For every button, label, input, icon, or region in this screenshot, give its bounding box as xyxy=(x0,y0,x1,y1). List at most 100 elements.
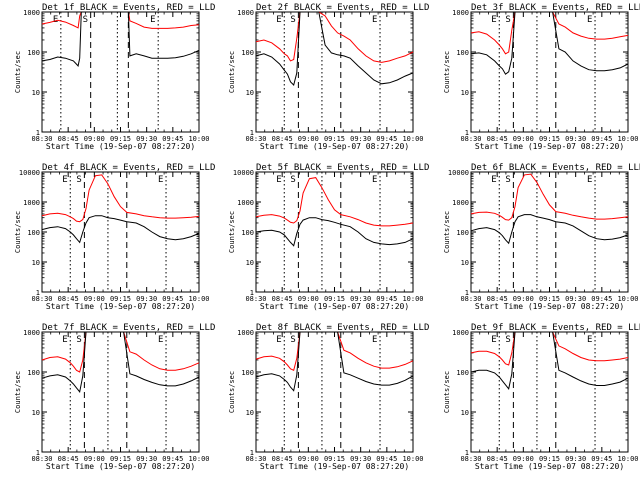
event-marker-label: E xyxy=(158,335,163,345)
event-marker-label: E xyxy=(276,335,281,345)
event-marker-label: E xyxy=(491,335,496,345)
y-axis-label: Counts/sec xyxy=(228,211,236,253)
x-tick-label: 08:30 xyxy=(460,455,481,463)
y-tick-label: 1000 xyxy=(452,329,469,337)
chart-title: Det 1f BLACK = Events, RED = LLD xyxy=(42,3,215,13)
y-axis-label: Counts/sec xyxy=(443,371,451,413)
y-tick-label: 10 xyxy=(461,259,469,267)
y-tick-label: 1000 xyxy=(452,9,469,17)
chart-panel-3: Det 3f BLACK = Events, RED = LLD 1 10 100 10… xyxy=(443,3,640,151)
y-tick-label: 100 xyxy=(27,229,40,237)
chart-title: Det 5f BLACK = Events, RED = LLD xyxy=(256,163,429,173)
chart-title: Det 6f BLACK = Events, RED = LLD xyxy=(471,163,640,173)
series-line-events xyxy=(255,331,414,392)
x-tick-label: 09:30 xyxy=(565,295,586,303)
x-tick-label: 08:45 xyxy=(487,135,508,143)
series-line-events xyxy=(41,215,200,244)
event-marker-label: E xyxy=(53,15,58,25)
chart-title: Det 3f BLACK = Events, RED = LLD xyxy=(471,3,640,13)
event-marker-label: E xyxy=(587,15,592,25)
x-tick-label: 09:30 xyxy=(565,135,586,143)
x-tick-label: 08:45 xyxy=(58,295,79,303)
x-tick-label: 09:45 xyxy=(376,455,397,463)
y-tick-label: 10 xyxy=(461,409,469,417)
x-tick-label: 08:30 xyxy=(460,295,481,303)
x-tick-label: 08:45 xyxy=(58,135,79,143)
x-tick-label: 09:30 xyxy=(350,295,371,303)
chart-panel-6: Det 6f BLACK = Events, RED = LLD 1 10 100 10… xyxy=(443,163,640,311)
series-line-events xyxy=(41,11,200,67)
x-tick-label: 09:30 xyxy=(565,455,586,463)
y-tick-label: 100 xyxy=(456,369,469,377)
plot-frame xyxy=(470,331,629,453)
chart-title: Det 4f BLACK = Events, RED = LLD xyxy=(42,163,215,173)
x-axis-label: Start Time (19-Sep-07 08:27:20) xyxy=(475,462,624,471)
x-tick-label: 08:45 xyxy=(272,135,293,143)
x-tick-label: 09:30 xyxy=(136,135,157,143)
y-tick-label: 100 xyxy=(241,369,254,377)
x-axis-label: Start Time (19-Sep-07 08:27:20) xyxy=(46,302,195,311)
x-tick-label: 09:15 xyxy=(110,295,131,303)
event-marker-label: S xyxy=(83,15,88,25)
x-tick-label: 09:15 xyxy=(110,135,131,143)
event-marker-label: S xyxy=(290,175,295,185)
event-marker-label: S xyxy=(505,175,510,185)
event-marker-label: E xyxy=(491,175,496,185)
y-tick-label: 10000 xyxy=(233,169,254,177)
x-tick-label: 09:15 xyxy=(539,455,560,463)
y-axis-label: Counts/sec xyxy=(14,211,22,253)
event-marker-label: E xyxy=(587,335,592,345)
x-tick-label: 09:30 xyxy=(136,455,157,463)
x-tick-label: 09:45 xyxy=(591,135,612,143)
series-line-lld xyxy=(41,174,200,223)
x-tick-label: 08:45 xyxy=(58,455,79,463)
event-marker-label: E xyxy=(276,175,281,185)
x-axis-label: Start Time (19-Sep-07 08:27:20) xyxy=(260,302,409,311)
y-tick-label: 1000 xyxy=(23,9,40,17)
x-tick-label: 09:00 xyxy=(513,295,534,303)
event-marker-label: E xyxy=(150,15,155,25)
y-axis-label: Counts/sec xyxy=(228,51,236,93)
x-tick-label: 08:30 xyxy=(31,455,52,463)
y-tick-label: 1 xyxy=(36,449,40,457)
x-tick-label: 09:00 xyxy=(84,135,105,143)
series-line-events xyxy=(470,11,629,75)
y-tick-label: 100 xyxy=(27,369,40,377)
y-tick-label: 10 xyxy=(32,409,40,417)
event-marker-label: E xyxy=(491,15,496,25)
event-marker-label: S xyxy=(290,15,295,25)
event-marker-label: E xyxy=(587,175,592,185)
y-tick-label: 1 xyxy=(36,289,40,297)
event-marker-label: E xyxy=(372,15,377,25)
x-tick-label: 09:30 xyxy=(350,135,371,143)
x-tick-label: 10:00 xyxy=(617,135,638,143)
x-tick-label: 08:45 xyxy=(272,295,293,303)
y-tick-label: 1000 xyxy=(237,9,254,17)
series-line-events xyxy=(470,214,629,245)
y-axis-label: Counts/sec xyxy=(14,371,22,413)
x-tick-label: 09:15 xyxy=(324,455,345,463)
x-tick-label: 09:45 xyxy=(591,295,612,303)
x-axis-label: Start Time (19-Sep-07 08:27:20) xyxy=(475,142,624,151)
chart-panel-9: Det 9f BLACK = Events, RED = LLD 1 10 100 10… xyxy=(443,323,640,471)
x-axis-label: Start Time (19-Sep-07 08:27:20) xyxy=(260,462,409,471)
y-axis-label: Counts/sec xyxy=(228,371,236,413)
series-line-lld xyxy=(255,11,414,63)
y-tick-label: 1000 xyxy=(452,199,469,207)
event-marker-label: E xyxy=(158,175,163,185)
y-axis-label: Counts/sec xyxy=(443,211,451,253)
x-tick-label: 09:45 xyxy=(162,135,183,143)
x-tick-label: 09:15 xyxy=(539,135,560,143)
x-tick-label: 08:30 xyxy=(31,295,52,303)
y-tick-label: 10 xyxy=(461,89,469,97)
x-tick-label: 10:00 xyxy=(402,455,423,463)
y-tick-label: 1 xyxy=(465,449,469,457)
x-axis-label: Start Time (19-Sep-07 08:27:20) xyxy=(46,142,195,151)
x-tick-label: 09:00 xyxy=(513,135,534,143)
chart-panel-8: Det 8f BLACK = Events, RED = LLD 1 10 100 10… xyxy=(228,323,429,471)
series-line-lld xyxy=(470,173,629,221)
x-tick-label: 10:00 xyxy=(402,135,423,143)
event-marker-label: E xyxy=(62,175,67,185)
x-tick-label: 10:00 xyxy=(188,455,209,463)
event-marker-label: S xyxy=(505,335,510,345)
